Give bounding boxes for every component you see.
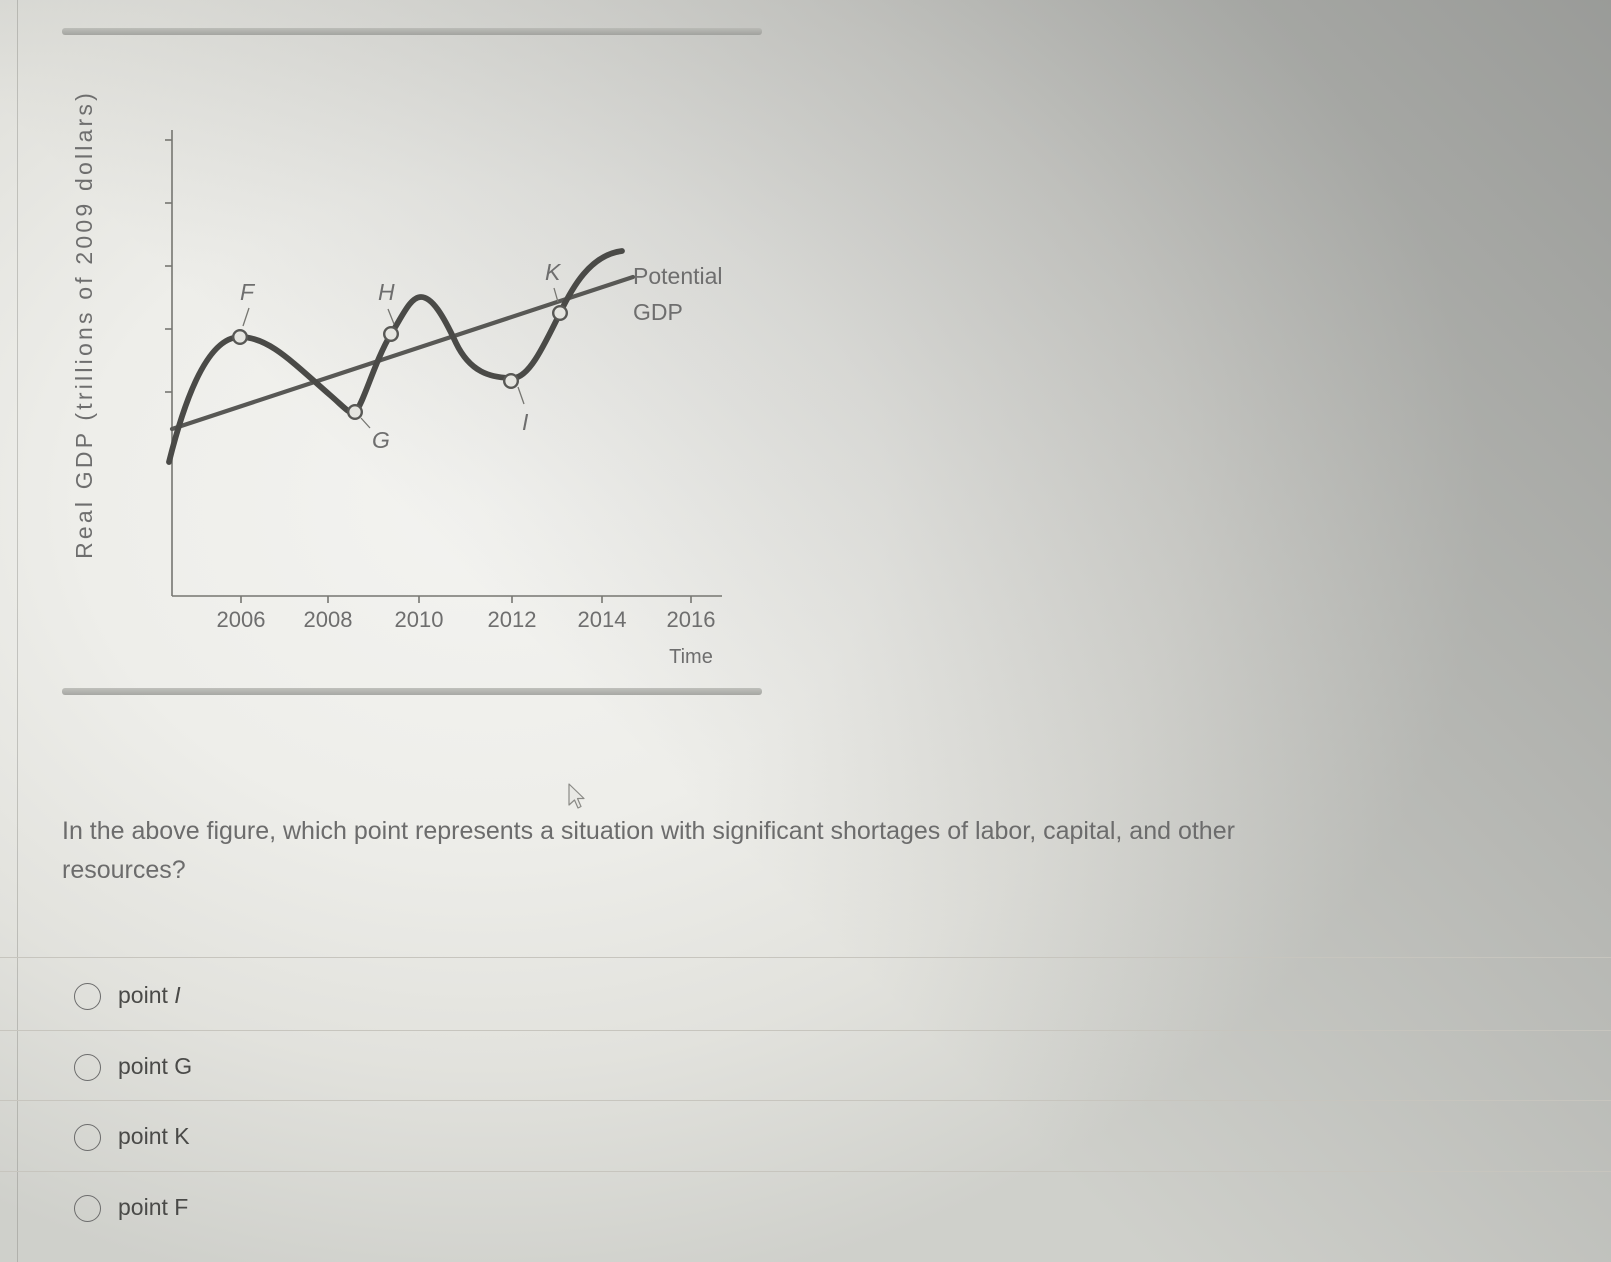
svg-text:Real GDP (trillions of 2009 do: Real GDP (trillions of 2009 dollars) xyxy=(71,90,97,559)
svg-text:2016: 2016 xyxy=(667,607,716,632)
svg-text:F: F xyxy=(240,279,256,305)
svg-text:Time: Time xyxy=(669,646,713,668)
svg-text:2014: 2014 xyxy=(578,607,627,632)
svg-text:GDP: GDP xyxy=(633,299,683,325)
svg-text:2010: 2010 xyxy=(395,607,444,632)
svg-text:2008: 2008 xyxy=(304,607,353,632)
svg-text:H: H xyxy=(378,279,395,305)
svg-text:G: G xyxy=(372,427,390,453)
svg-text:2006: 2006 xyxy=(217,607,266,632)
svg-text:2012: 2012 xyxy=(488,607,537,632)
svg-text:Potential: Potential xyxy=(633,263,723,289)
svg-text:K: K xyxy=(545,259,562,285)
svg-text:I: I xyxy=(522,409,529,435)
